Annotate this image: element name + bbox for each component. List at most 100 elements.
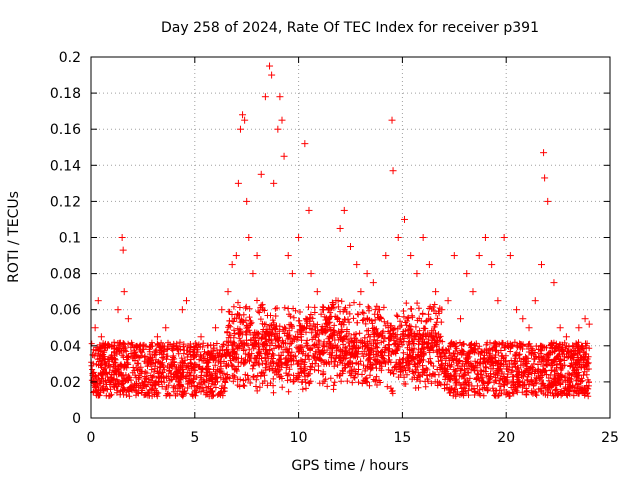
data-point bbox=[388, 116, 396, 124]
axis-ticks bbox=[90, 56, 611, 419]
data-point bbox=[257, 170, 265, 178]
data-point bbox=[475, 252, 483, 260]
y-axis-label: ROTI / TECUs bbox=[6, 191, 22, 283]
data-point bbox=[313, 288, 321, 296]
y-tick-label: 0.16 bbox=[50, 122, 81, 138]
y-tick-label: 0.18 bbox=[50, 86, 81, 102]
data-point bbox=[268, 71, 276, 79]
data-point bbox=[305, 206, 313, 214]
data-point bbox=[124, 315, 132, 323]
y-tick-label: 0.12 bbox=[50, 194, 81, 210]
data-point bbox=[450, 252, 458, 260]
data-point bbox=[353, 261, 361, 269]
data-point bbox=[562, 333, 570, 341]
data-point bbox=[278, 116, 286, 124]
data-point bbox=[284, 252, 292, 260]
data-point bbox=[469, 288, 477, 296]
data-point bbox=[239, 111, 247, 119]
x-axis-label: GPS time / hours bbox=[291, 458, 408, 474]
data-point bbox=[332, 297, 340, 305]
data-point bbox=[97, 333, 105, 341]
data-point bbox=[266, 62, 274, 70]
x-tick-label: 5 bbox=[190, 430, 199, 446]
data-point bbox=[488, 261, 496, 269]
data-point bbox=[513, 306, 521, 314]
data-point bbox=[295, 234, 303, 241]
data-point bbox=[139, 342, 147, 350]
data-point bbox=[444, 297, 452, 305]
data-point bbox=[243, 197, 251, 205]
data-point bbox=[540, 149, 548, 157]
data-point bbox=[301, 140, 309, 148]
data-point bbox=[463, 270, 471, 278]
chart-title: Day 258 of 2024, Rate Of TEC Index for r… bbox=[161, 20, 539, 36]
data-point bbox=[481, 234, 489, 241]
x-tick-label: 0 bbox=[87, 430, 96, 446]
y-tick-label: 0.2 bbox=[59, 50, 81, 66]
data-point bbox=[245, 234, 253, 241]
data-point bbox=[400, 215, 408, 223]
data-point bbox=[241, 116, 249, 124]
data-point bbox=[419, 234, 427, 241]
data-point bbox=[119, 246, 127, 254]
data-point bbox=[413, 270, 421, 278]
data-point bbox=[153, 333, 161, 341]
data-point bbox=[394, 234, 402, 241]
data-point bbox=[274, 125, 282, 133]
data-point bbox=[91, 324, 99, 332]
data-point bbox=[581, 315, 589, 323]
data-point bbox=[94, 297, 102, 305]
data-point bbox=[182, 297, 190, 305]
data-point bbox=[224, 288, 232, 296]
data-point bbox=[541, 174, 549, 182]
data-point bbox=[276, 93, 284, 101]
data-point bbox=[228, 261, 236, 269]
data-point bbox=[232, 252, 240, 260]
data-point bbox=[280, 152, 288, 160]
data-point bbox=[537, 261, 545, 269]
x-tick-label: 10 bbox=[290, 430, 308, 446]
data-point bbox=[234, 179, 242, 187]
data-point bbox=[249, 270, 257, 278]
data-point bbox=[270, 179, 278, 187]
data-point bbox=[347, 243, 354, 251]
data-point bbox=[212, 324, 220, 332]
data-point bbox=[382, 252, 390, 260]
data-point bbox=[369, 279, 377, 287]
data-point bbox=[340, 206, 348, 214]
x-tick-label: 20 bbox=[497, 430, 515, 446]
y-tick-label: 0.1 bbox=[59, 231, 81, 247]
data-point bbox=[288, 270, 296, 278]
y-tick-label: 0 bbox=[72, 411, 81, 427]
x-tick-label: 25 bbox=[601, 430, 619, 446]
data-point bbox=[425, 261, 433, 269]
data-point bbox=[585, 320, 593, 328]
data-point bbox=[500, 234, 508, 241]
data-point bbox=[389, 167, 397, 175]
y-tick-label: 0.14 bbox=[50, 158, 81, 174]
data-point bbox=[320, 306, 328, 314]
data-point bbox=[432, 288, 440, 296]
data-point bbox=[170, 342, 178, 350]
y-tick-label: 0.08 bbox=[50, 267, 81, 283]
data-point bbox=[575, 324, 583, 332]
data-point bbox=[108, 342, 116, 350]
x-tick-label: 15 bbox=[393, 430, 411, 446]
tick-labels: 0 5 10 15 20 25 0 0.02 0.04 0.06 0.08 0.1 0.12 0.14 0.… bbox=[50, 50, 619, 446]
data-point bbox=[556, 324, 564, 332]
data-point bbox=[197, 333, 205, 341]
data-point bbox=[236, 125, 244, 133]
data-point bbox=[550, 279, 558, 287]
data-point bbox=[253, 252, 261, 260]
data-point bbox=[494, 297, 502, 305]
data-point bbox=[363, 270, 371, 278]
data-point bbox=[506, 252, 514, 260]
data-point bbox=[114, 306, 122, 314]
data-point bbox=[191, 351, 199, 359]
data-point bbox=[118, 234, 126, 241]
data-point bbox=[438, 306, 446, 314]
background-noise-points bbox=[88, 297, 593, 400]
data-points bbox=[88, 62, 593, 400]
y-tick-label: 0.04 bbox=[50, 339, 81, 355]
